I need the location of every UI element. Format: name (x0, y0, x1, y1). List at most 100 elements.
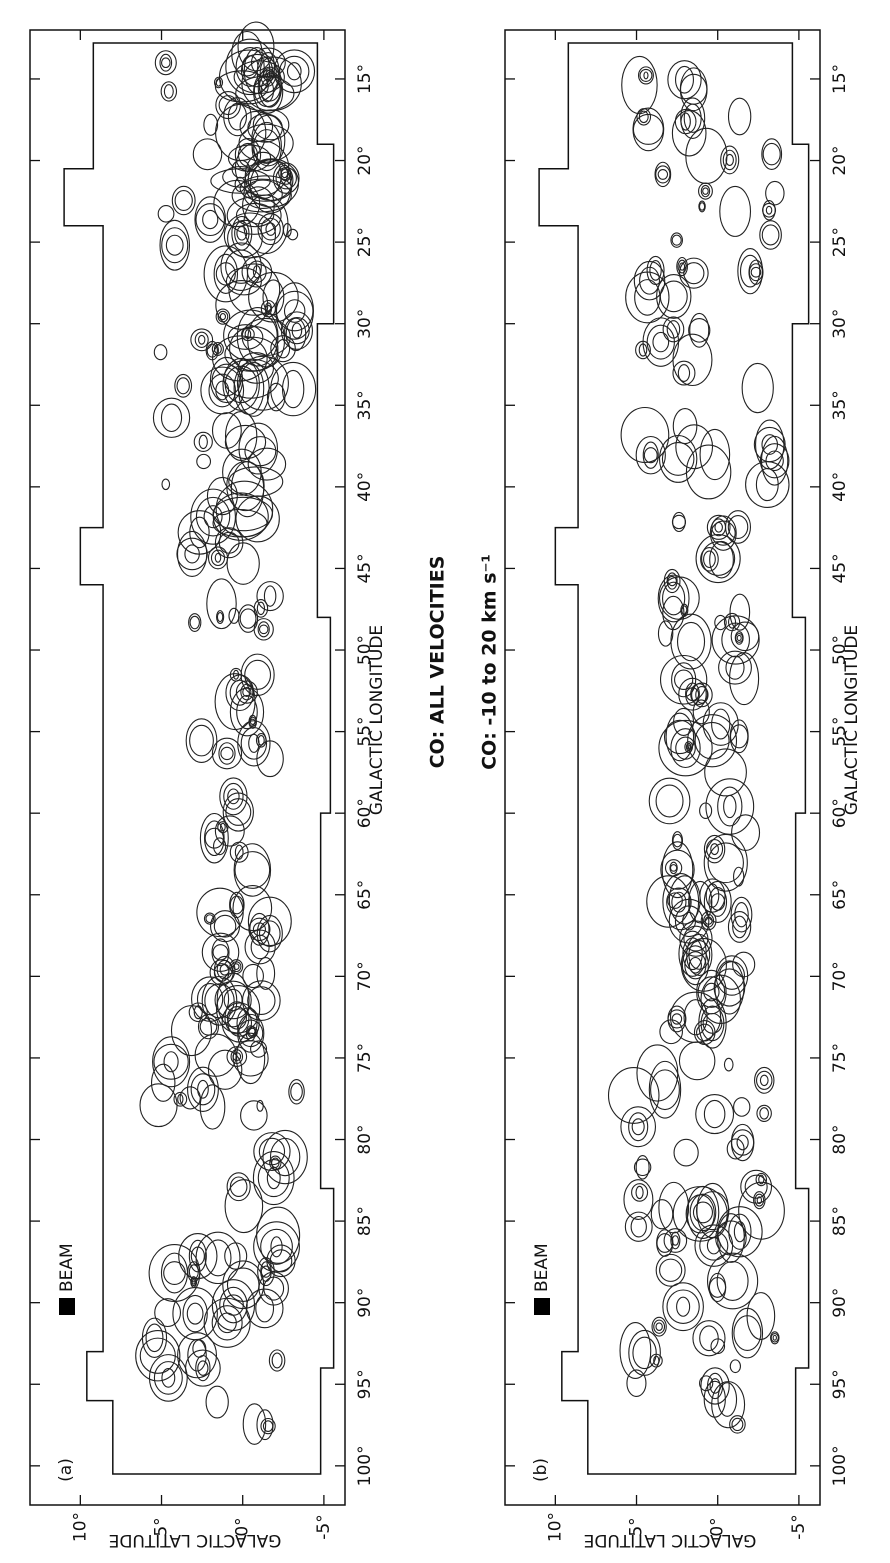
dense-contour (228, 466, 284, 498)
contour (700, 1367, 730, 1405)
contour (726, 1138, 745, 1160)
contour (214, 815, 245, 847)
contour (655, 1322, 663, 1331)
contour (698, 202, 706, 211)
contour (692, 1320, 726, 1357)
contour (744, 1174, 768, 1199)
contour (772, 1334, 777, 1341)
contour (619, 1322, 652, 1380)
contour (196, 983, 224, 1016)
dense-contour (244, 436, 277, 467)
contour (271, 1352, 283, 1369)
contour (260, 1228, 293, 1265)
contour (754, 1193, 765, 1207)
contour (239, 608, 257, 629)
x-tick-label: 70° (355, 961, 375, 991)
contour (201, 932, 240, 972)
contour (286, 62, 302, 81)
contour (703, 550, 716, 569)
contour (630, 1215, 647, 1238)
contour (699, 428, 731, 481)
contour (671, 831, 684, 851)
contour (270, 335, 296, 363)
contour (275, 167, 297, 190)
contour (186, 1066, 219, 1112)
contour (242, 963, 264, 989)
contour (735, 633, 744, 643)
contour (676, 1296, 691, 1317)
contour (255, 1294, 275, 1323)
x-tick-label: 25° (830, 227, 850, 257)
contour (139, 1337, 176, 1374)
contour (241, 55, 259, 79)
contour (688, 880, 713, 924)
contour (284, 316, 310, 345)
contour (756, 1070, 773, 1090)
contour (213, 914, 237, 938)
contour (703, 1099, 726, 1129)
contour (223, 97, 252, 137)
x-tick-label: 50° (355, 635, 375, 665)
x-tick-label: 60° (830, 798, 850, 828)
contour (707, 1252, 759, 1310)
dense-contour (247, 312, 286, 368)
contour (208, 373, 236, 408)
contour (176, 530, 208, 578)
contour (188, 613, 202, 632)
contour (659, 654, 708, 705)
contour (620, 406, 670, 464)
contour (759, 443, 790, 479)
contour (269, 1155, 282, 1171)
contour (215, 984, 261, 1034)
contour (676, 621, 706, 662)
contour (697, 976, 726, 1008)
contour (714, 960, 745, 1015)
contour (263, 585, 277, 607)
contour (738, 1181, 785, 1240)
contour (192, 1339, 207, 1358)
contour (234, 851, 271, 889)
x-tick-label: 15° (830, 64, 850, 94)
contour (688, 956, 702, 974)
contour (656, 1233, 674, 1253)
contours (135, 21, 317, 1445)
contour (699, 1230, 729, 1261)
contour (190, 1277, 197, 1287)
x-tick-label: 95° (355, 1369, 375, 1399)
x-tick-label: 60° (355, 798, 375, 828)
contour (704, 748, 747, 797)
contour (256, 1409, 274, 1441)
contour (229, 1176, 248, 1198)
contour (711, 708, 731, 740)
contour (681, 945, 709, 986)
contour (727, 911, 752, 943)
contour (750, 266, 762, 278)
beam-symbol (59, 1298, 75, 1315)
contour (695, 533, 741, 584)
y-axis-label: GALACTIC LATITUDE (584, 1530, 757, 1550)
contour (709, 540, 734, 579)
contour (695, 1094, 735, 1135)
contour (211, 1305, 243, 1341)
contour (219, 822, 226, 832)
contour (656, 273, 692, 319)
contour (655, 784, 684, 818)
dense-contour (212, 496, 274, 532)
contour (731, 814, 761, 851)
beam-label: BEAM (532, 1243, 552, 1292)
contour (219, 313, 227, 321)
contour (288, 1079, 305, 1105)
contour (199, 812, 229, 864)
contour (746, 1292, 776, 1340)
contour (662, 316, 685, 343)
panel-label: (b) (531, 1458, 551, 1482)
contour (633, 1158, 652, 1177)
survey-boundary (538, 42, 810, 1475)
contour (159, 53, 173, 72)
contour (236, 694, 258, 730)
contour (253, 598, 269, 618)
contour (152, 397, 191, 438)
dense-contour (231, 178, 292, 213)
dense-contour (224, 424, 267, 460)
dense-contour (215, 103, 267, 162)
